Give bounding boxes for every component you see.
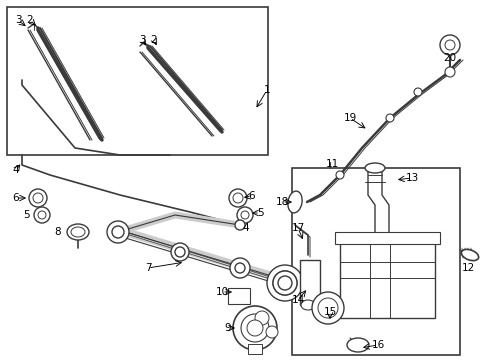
Bar [247,344,262,354]
Circle shape [232,193,243,203]
Circle shape [265,326,278,338]
Bar [339,238,434,318]
Text: 15: 15 [323,307,336,317]
Ellipse shape [301,300,314,310]
Circle shape [444,67,454,77]
Circle shape [385,114,393,122]
Bar [334,232,439,244]
Circle shape [29,189,47,207]
Circle shape [34,207,50,223]
Text: 1: 1 [263,85,270,95]
Circle shape [241,211,248,219]
Circle shape [444,40,454,50]
Circle shape [272,271,296,295]
Text: 3: 3 [139,35,145,45]
Circle shape [235,263,244,273]
Ellipse shape [287,191,302,213]
Bar [227,288,249,304]
Circle shape [175,247,184,257]
Circle shape [241,314,268,342]
Circle shape [266,265,303,301]
Circle shape [107,221,129,243]
Text: 11: 11 [325,159,338,169]
Text: 17: 17 [291,223,304,233]
Ellipse shape [461,249,478,261]
Circle shape [254,311,268,325]
Ellipse shape [346,338,368,352]
Circle shape [272,271,296,295]
Circle shape [235,220,244,230]
Bar [291,168,459,355]
Text: 10: 10 [215,287,228,297]
Text: 20: 20 [443,53,456,63]
Text: 14: 14 [291,295,304,305]
Circle shape [33,193,43,203]
Circle shape [229,258,249,278]
Ellipse shape [67,224,89,240]
Circle shape [171,243,189,261]
Circle shape [413,88,421,96]
Circle shape [228,189,246,207]
Text: 8: 8 [55,227,61,237]
Bar [7,7,267,155]
Text: 6: 6 [248,191,255,201]
Circle shape [278,276,291,290]
Circle shape [439,35,459,55]
Circle shape [237,207,252,223]
Circle shape [311,292,343,324]
Text: 9: 9 [224,323,231,333]
Text: 19: 19 [343,113,356,123]
Text: 13: 13 [405,173,418,183]
Text: 12: 12 [461,263,474,273]
Bar [299,260,319,305]
Ellipse shape [364,163,384,173]
Text: 3: 3 [15,15,21,25]
Circle shape [317,298,337,318]
Text: 5: 5 [22,210,29,220]
Text: 18: 18 [275,197,288,207]
Text: 16: 16 [370,340,384,350]
Circle shape [38,211,46,219]
Circle shape [112,226,124,238]
Text: 6: 6 [13,193,19,203]
Circle shape [232,306,276,350]
Text: 5: 5 [256,208,263,218]
Circle shape [335,171,343,179]
Ellipse shape [71,227,85,237]
Circle shape [246,320,263,336]
Text: 2: 2 [27,15,33,25]
Text: 4: 4 [13,165,19,175]
Text: 2: 2 [150,35,157,45]
Text: 7: 7 [144,263,151,273]
Text: 4: 4 [242,223,249,233]
